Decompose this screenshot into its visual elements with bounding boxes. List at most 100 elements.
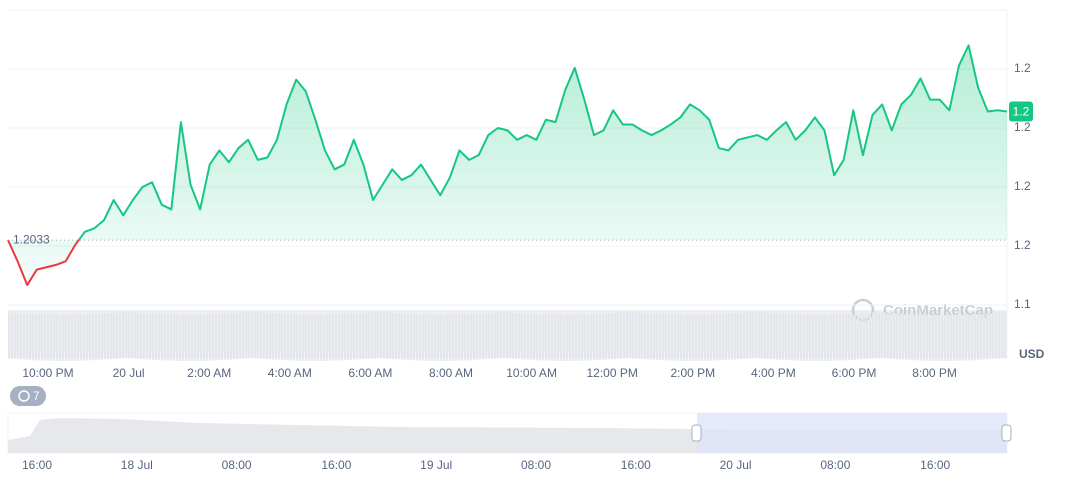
volume-bar — [74, 314, 76, 361]
volume-bar — [191, 314, 193, 361]
volume-bar — [944, 314, 946, 361]
volume-bar — [650, 313, 652, 360]
volume-bar — [92, 314, 94, 361]
volume-bar — [362, 313, 364, 360]
volume-bar — [428, 314, 430, 361]
volume-bar — [281, 314, 283, 361]
history-badge[interactable]: 7 — [10, 386, 46, 406]
volume-bar — [731, 313, 733, 360]
volume-bar — [389, 312, 391, 359]
volume-bar — [794, 314, 796, 361]
volume-bar — [341, 314, 343, 361]
navigator-tick-label: 16:00 — [321, 458, 351, 472]
x-tick-label: 8:00 AM — [429, 366, 473, 380]
x-tick-label: 6:00 AM — [348, 366, 392, 380]
volume-bar — [842, 314, 844, 361]
volume-bar — [359, 313, 361, 360]
volume-bar — [716, 314, 718, 361]
volume-bar — [83, 314, 85, 361]
volume-bar — [767, 312, 769, 359]
volume-bar — [53, 314, 55, 361]
navigator-tick-label: 19 Jul — [420, 458, 452, 472]
x-tick-label: 2:00 AM — [187, 366, 231, 380]
volume-bar — [668, 314, 670, 361]
x-tick-label: 10:00 PM — [22, 366, 73, 380]
volume-bar — [680, 314, 682, 361]
volume-bar — [866, 313, 868, 360]
volume-bar — [302, 314, 304, 361]
volume-bar — [737, 313, 739, 360]
volume-bar — [488, 313, 490, 360]
volume-bar — [809, 314, 811, 361]
volume-bar — [932, 314, 934, 361]
volume-bar — [68, 314, 70, 361]
volume-bar — [821, 314, 823, 361]
volume-bar — [497, 312, 499, 359]
volume-bar — [365, 312, 367, 359]
volume-bar — [374, 312, 376, 359]
volume-bar — [122, 312, 124, 359]
volume-bar — [482, 313, 484, 360]
navigator-tick-label: 16:00 — [22, 458, 52, 472]
volume-bar — [761, 312, 763, 359]
volume-bar — [914, 314, 916, 361]
volume-bar — [314, 314, 316, 361]
volume-bar — [587, 314, 589, 361]
volume-bar — [65, 314, 67, 361]
volume-bar — [863, 313, 865, 360]
volume-bar — [503, 312, 505, 359]
volume-bar — [50, 314, 52, 361]
volume-bar — [719, 314, 721, 361]
volume-bar — [632, 312, 634, 359]
volume-bar — [770, 313, 772, 360]
volume-bar — [869, 312, 871, 359]
volume-bar — [347, 314, 349, 361]
volume-bar — [758, 312, 760, 359]
volume-bar — [167, 314, 169, 361]
last-price-label: 1.2 — [1013, 105, 1030, 119]
volume-bar — [173, 314, 175, 361]
volume-bar — [311, 314, 313, 361]
volume-bar — [743, 312, 745, 359]
volume-bar — [797, 314, 799, 361]
volume-bar — [905, 313, 907, 360]
volume-bar — [11, 312, 13, 359]
volume-bar — [17, 313, 19, 360]
volume-bar — [251, 312, 253, 359]
volume-bar — [533, 314, 535, 361]
volume-bar — [545, 314, 547, 361]
volume-bar — [332, 314, 334, 361]
volume-bar — [494, 312, 496, 359]
volume-bar — [260, 312, 262, 359]
volume-bar — [161, 314, 163, 361]
volume-bar — [911, 314, 913, 361]
volume-bar — [398, 313, 400, 360]
volume-bar — [158, 314, 160, 361]
volume-bar — [803, 314, 805, 361]
volume-bar — [527, 313, 529, 360]
volume-bar — [221, 314, 223, 361]
volume-bar — [509, 312, 511, 359]
volume-bar — [425, 314, 427, 361]
volume-bar — [749, 312, 751, 359]
volume-bar — [998, 312, 1000, 359]
volume-bar — [287, 314, 289, 361]
volume-bar — [98, 313, 100, 360]
navigator[interactable] — [7, 412, 1012, 454]
volume-bar — [815, 314, 817, 361]
volume-bar — [860, 313, 862, 360]
volume-bar — [449, 314, 451, 361]
volume-bar — [32, 314, 34, 361]
volume-bar — [938, 314, 940, 361]
volume-bar — [857, 313, 859, 360]
volume-bar — [239, 312, 241, 359]
volume-bar — [140, 313, 142, 360]
volume-bar — [8, 312, 10, 359]
volume-bar — [1004, 312, 1006, 359]
volume-bar — [530, 313, 532, 360]
volume-bar — [635, 312, 637, 359]
volume-bar — [308, 314, 310, 361]
volume-bar — [620, 312, 622, 359]
volume-bar — [893, 312, 895, 359]
volume-bar — [506, 312, 508, 359]
